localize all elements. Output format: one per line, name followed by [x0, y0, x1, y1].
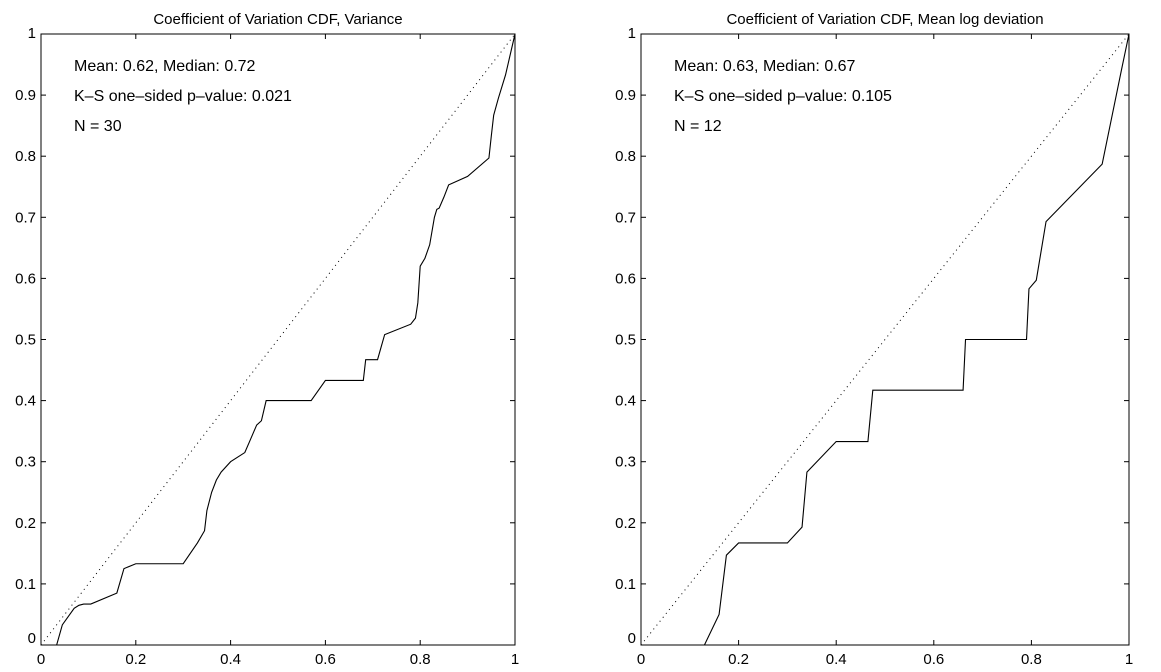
y-tick-label: 0.7	[15, 209, 36, 226]
y-tick-label: 0.6	[615, 270, 636, 287]
y-tick-label: 0.4	[615, 393, 636, 410]
y-tick-label: 0.2	[615, 515, 636, 532]
y-tick-label: 0.3	[615, 454, 636, 471]
x-tick-label: 0.4	[826, 651, 847, 668]
x-tick-label: 0.8	[410, 651, 431, 668]
y-tick-label: 0.4	[15, 393, 36, 410]
x-tick-label: 1	[1125, 651, 1133, 668]
x-tick-label: 0	[637, 651, 645, 668]
x-tick-label: 1	[511, 651, 519, 668]
x-tick-label: 0.8	[1021, 651, 1042, 668]
y-tick-label: 0.8	[15, 148, 36, 165]
y-tick-label: 0	[28, 630, 36, 647]
y-tick-label: 0.9	[615, 87, 636, 104]
y-tick-label: 0.3	[15, 454, 36, 471]
y-tick-label: 1	[28, 25, 36, 42]
y-tick-label: 0.5	[615, 332, 636, 349]
y-tick-label: 0.9	[15, 87, 36, 104]
chart-variance: Coefficient of Variation CDF, Variance 0…	[15, 11, 519, 668]
x-tick-label: 0.2	[125, 651, 146, 668]
chart-title: Coefficient of Variation CDF, Mean log d…	[726, 11, 1043, 28]
annotation-text: N = 30	[74, 118, 122, 135]
y-tick-label: 0.6	[15, 270, 36, 287]
y-tick-label: 0.7	[615, 209, 636, 226]
y-tick-label: 0.5	[15, 332, 36, 349]
cdf-series-line	[41, 34, 515, 645]
y-tick-label: 0.2	[15, 515, 36, 532]
cdf-series-line	[703, 34, 1129, 645]
x-tick-label: 0.6	[923, 651, 944, 668]
y-tick-label: 0.8	[615, 148, 636, 165]
annotation-text: Mean: 0.62, Median: 0.72	[74, 58, 256, 75]
chart-mean-log-deviation: Coefficient of Variation CDF, Mean log d…	[615, 11, 1133, 668]
y-tick-label: 0.1	[615, 576, 636, 593]
x-tick-label: 0.4	[220, 651, 241, 668]
x-tick-label: 0	[37, 651, 45, 668]
annotation-text: Mean: 0.63, Median: 0.67	[674, 58, 856, 75]
y-tick-label: 0.1	[15, 576, 36, 593]
reference-diagonal-line	[641, 34, 1129, 645]
chart-marks: 0 0.1 0.2 0.3 0.4 0.5 0.6 0.7 0.8 0.9 1 0 0.2 0.4 0.6 0…	[15, 25, 519, 668]
x-tick-label: 0.2	[728, 651, 749, 668]
annotation-text: N = 12	[674, 118, 722, 135]
y-tick-label: 1	[628, 25, 636, 42]
chart-marks: 0 0.1 0.2 0.3 0.4 0.5 0.6 0.7 0.8 0.9 1 0 0.2 0.4 0.6 0…	[615, 25, 1133, 668]
annotation-text: K–S one–sided p–value: 0.105	[674, 88, 892, 105]
x-tick-label: 0.6	[315, 651, 336, 668]
y-tick-label: 0	[628, 630, 636, 647]
chart-title: Coefficient of Variation CDF, Variance	[153, 11, 402, 28]
annotation-text: K–S one–sided p–value: 0.021	[74, 88, 292, 105]
